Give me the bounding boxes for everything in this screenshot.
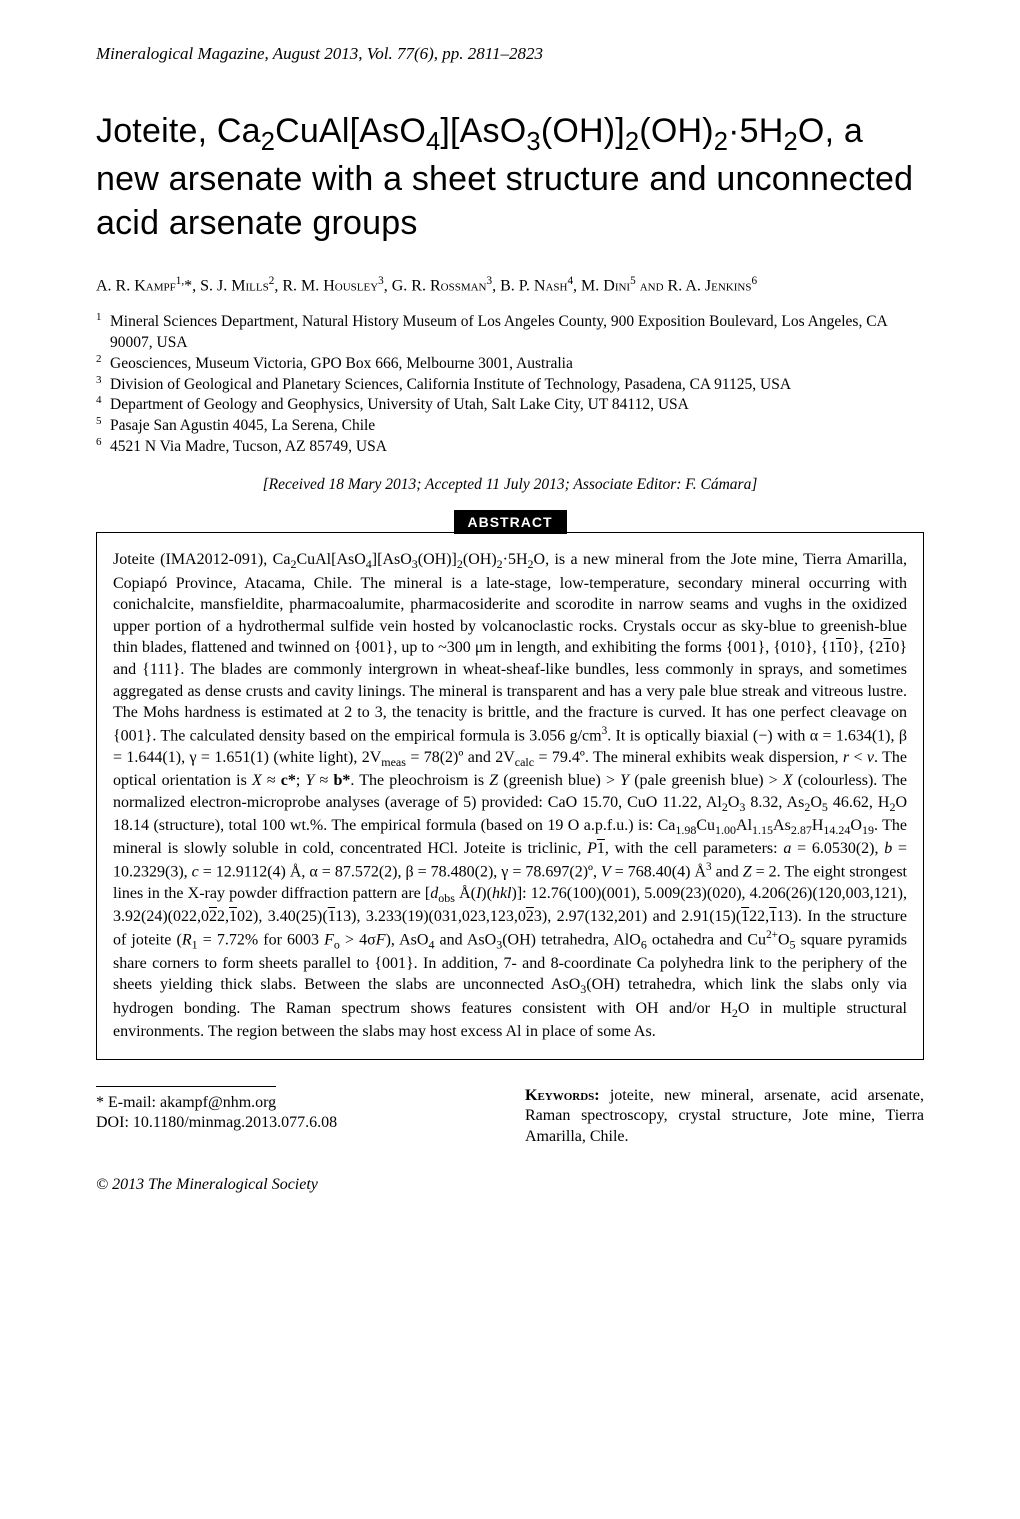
affiliation-text: Division of Geological and Planetary Sci… [110,375,924,396]
affiliation: 3 Division of Geological and Planetary S… [96,375,924,396]
footnote-rule [96,1086,276,1087]
footer-right-column: Keywords: joteite, new mineral, arsenate… [525,1086,924,1148]
affiliation-text: 4521 N Via Madre, Tucson, AZ 85749, USA [110,437,924,458]
received-line: [Received 18 Mary 2013; Accepted 11 July… [96,476,924,494]
affiliation: 6 4521 N Via Madre, Tucson, AZ 85749, US… [96,437,924,458]
affiliation-number: 5 [96,414,110,435]
affiliation: 5 Pasaje San Agustin 4045, La Serena, Ch… [96,416,924,437]
affiliation-text: Mineral Sciences Department, Natural His… [110,312,924,354]
affiliations: 1 Mineral Sciences Department, Natural H… [96,312,924,458]
affiliation: 1 Mineral Sciences Department, Natural H… [96,312,924,354]
affiliation-text: Department of Geology and Geophysics, Un… [110,395,924,416]
affiliation: 4 Department of Geology and Geophysics, … [96,395,924,416]
affiliation-number: 2 [96,352,110,373]
corresponding-email: * E-mail: akampf@nhm.org [96,1093,495,1114]
abstract-label: ABSTRACT [454,510,567,534]
affiliation: 2 Geosciences, Museum Victoria, GPO Box … [96,354,924,375]
footer-left-column: * E-mail: akampf@nhm.org DOI: 10.1180/mi… [96,1086,495,1148]
authors-line: A. R. Kampf1,*, S. J. Mills2, R. M. Hous… [96,275,924,295]
abstract-body: Joteite (IMA2012-091), Ca2CuAl[AsO4][AsO… [96,532,924,1059]
copyright-line: © 2013 The Mineralogical Society [96,1176,924,1194]
affiliation-number: 4 [96,393,110,414]
affiliation-number: 1 [96,310,110,352]
doi-line: DOI: 10.1180/minmag.2013.077.6.08 [96,1113,495,1134]
affiliation-text: Geosciences, Museum Victoria, GPO Box 66… [110,354,924,375]
article-title: Joteite, Ca2CuAl[AsO4][AsO3(OH)]2(OH)2·5… [96,110,924,245]
affiliation-number: 6 [96,435,110,456]
running-header: Mineralogical Magazine, August 2013, Vol… [96,44,924,64]
affiliation-number: 3 [96,373,110,394]
affiliation-text: Pasaje San Agustin 4045, La Serena, Chil… [110,416,924,437]
keywords-label: Keywords: [525,1087,600,1104]
